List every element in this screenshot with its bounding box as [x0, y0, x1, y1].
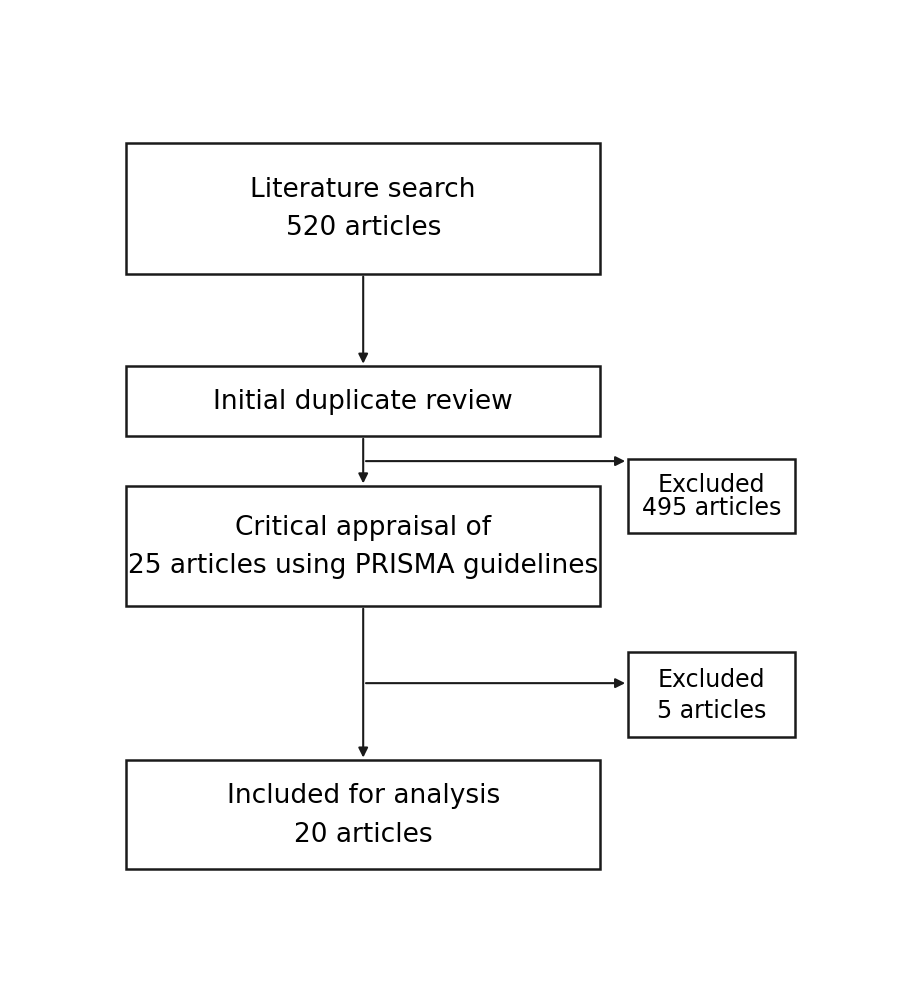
Text: Literature search: Literature search	[251, 176, 476, 202]
Text: 495 articles: 495 articles	[642, 496, 781, 520]
Bar	[126, 367, 601, 437]
Text: Included for analysis: Included for analysis	[227, 783, 500, 809]
Text: Excluded: Excluded	[658, 667, 765, 691]
Bar	[126, 761, 601, 869]
Bar	[628, 460, 796, 533]
Bar	[628, 652, 796, 737]
Text: Critical appraisal of: Critical appraisal of	[236, 514, 491, 540]
Text: 20 articles: 20 articles	[294, 821, 432, 847]
Text: 520 articles: 520 articles	[286, 215, 441, 241]
Text: Excluded: Excluded	[658, 473, 765, 497]
Text: 5 articles: 5 articles	[657, 698, 766, 722]
Bar	[126, 487, 601, 606]
Bar	[126, 143, 601, 275]
Text: 25 articles using PRISMA guidelines: 25 articles using PRISMA guidelines	[128, 553, 599, 579]
Text: Initial duplicate review: Initial duplicate review	[213, 389, 513, 415]
